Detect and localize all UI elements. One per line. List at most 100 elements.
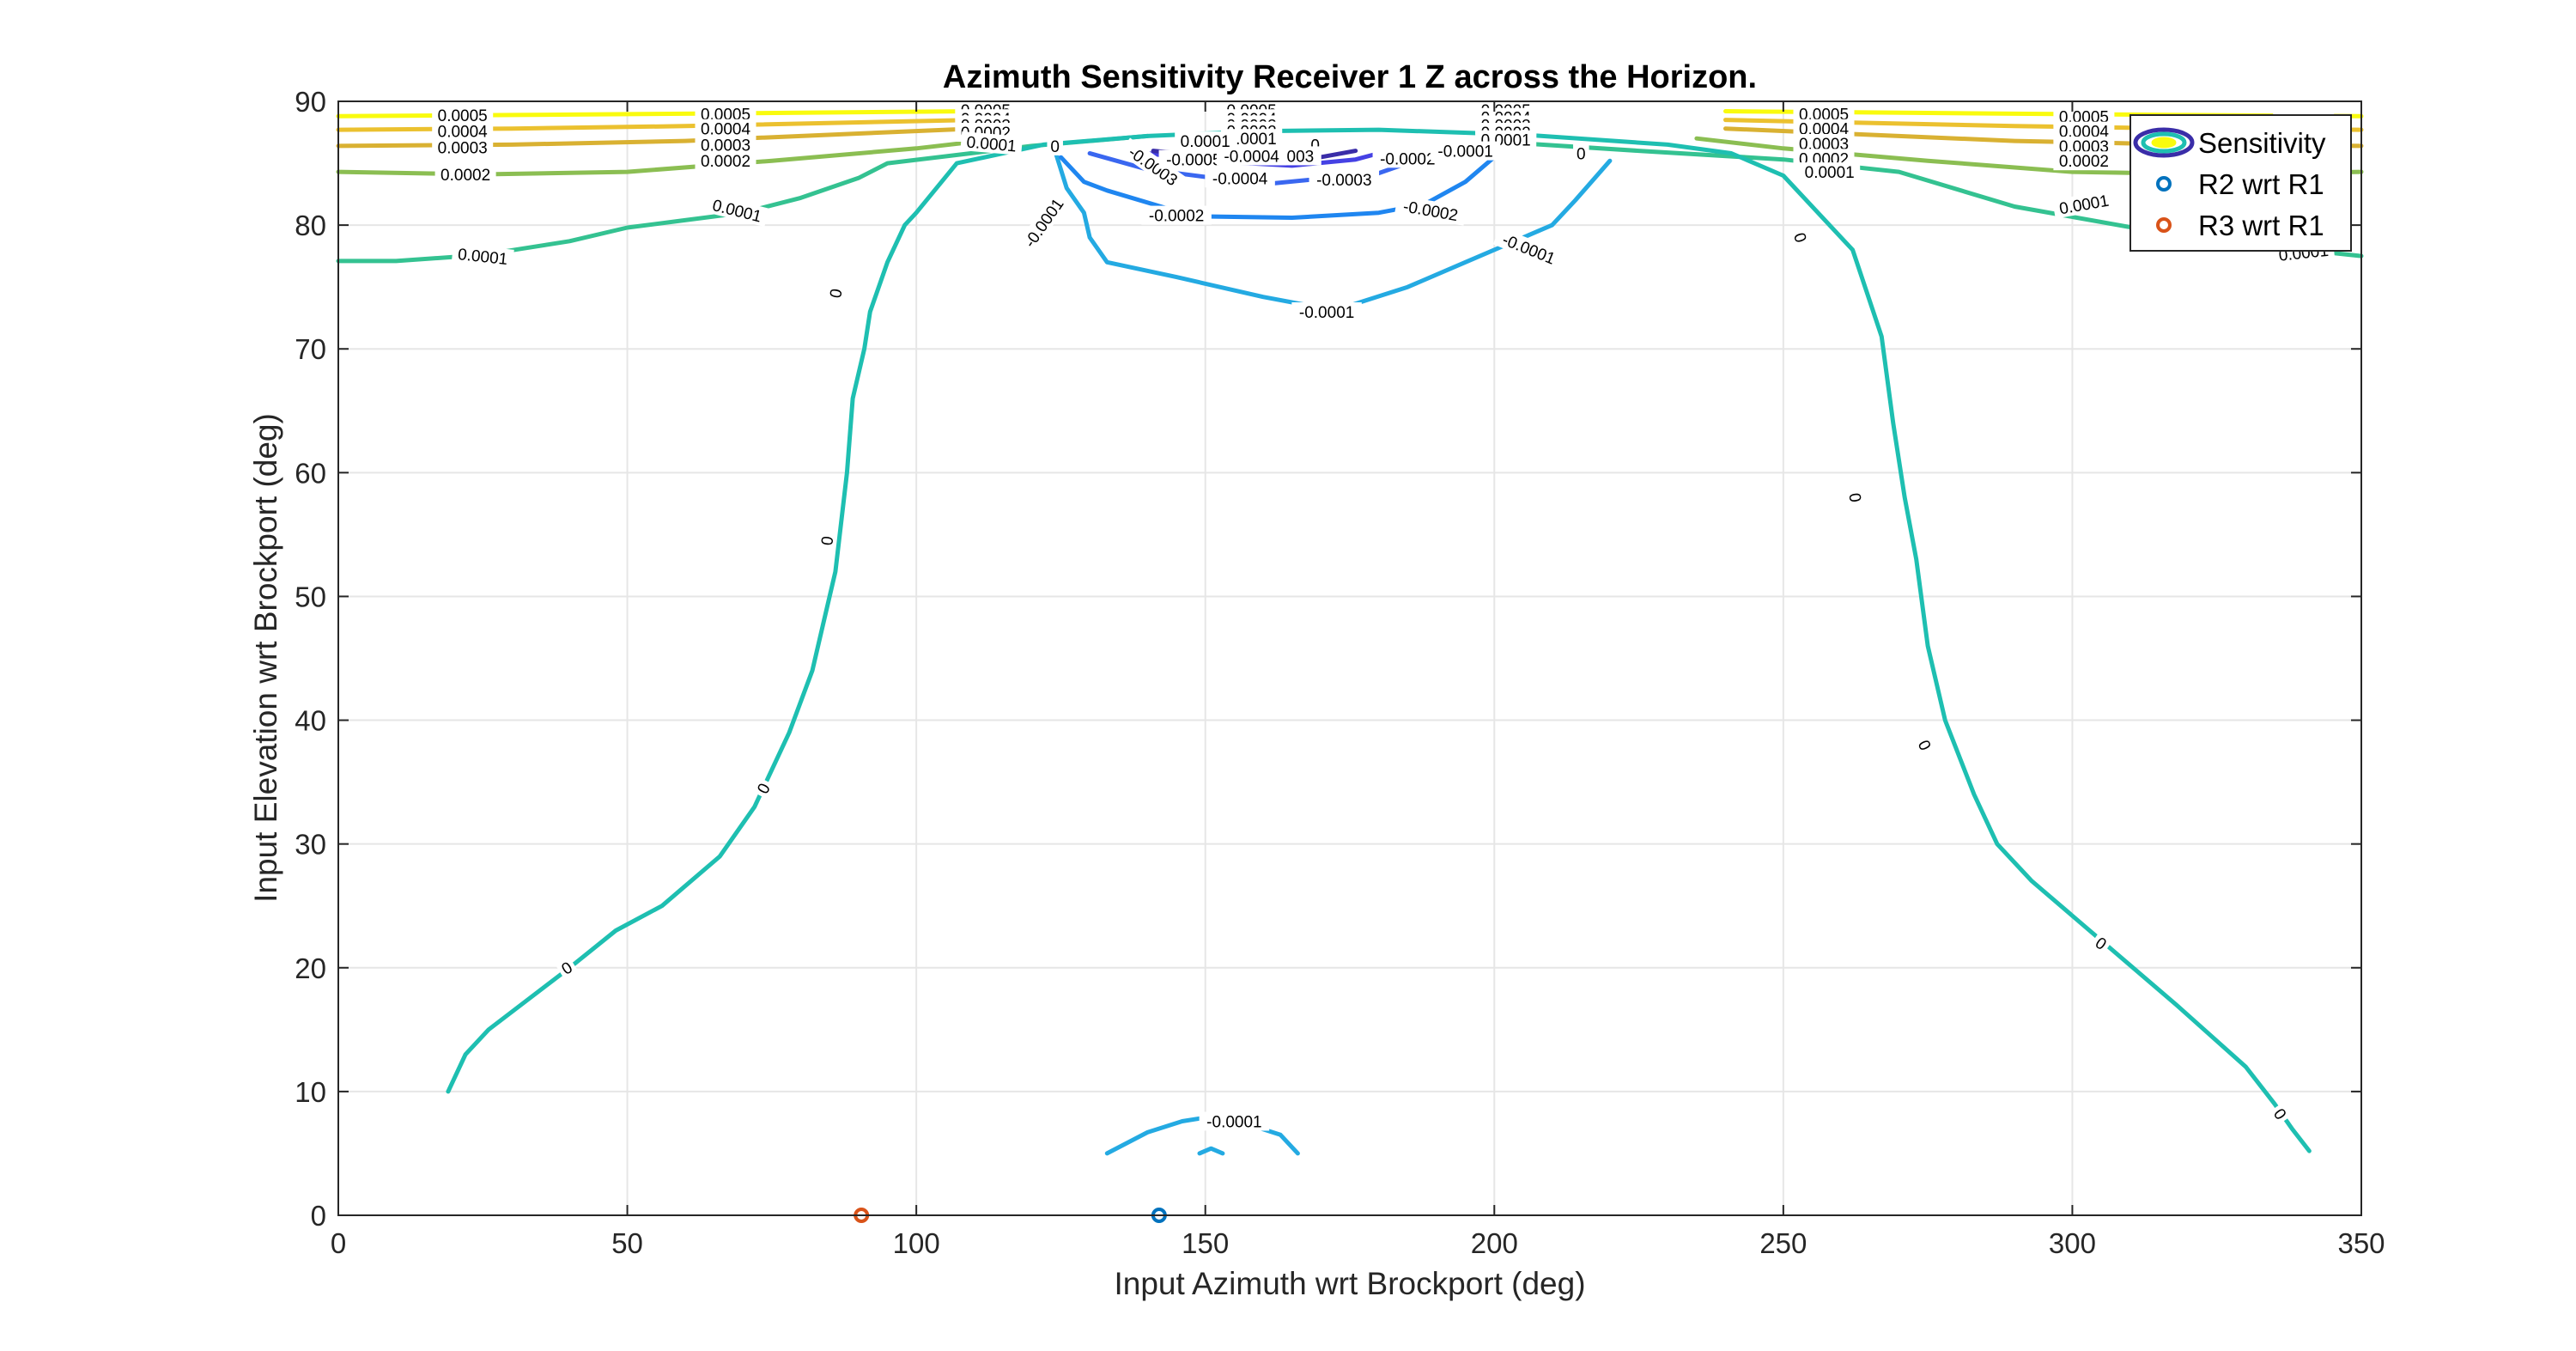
contour-label-background	[750, 776, 775, 800]
contour-label-background	[695, 151, 756, 171]
contour-label: 0	[1912, 733, 1937, 757]
contour-label-background	[2053, 121, 2115, 141]
contour-label-text: 0.0001	[1181, 133, 1230, 151]
contour-line	[336, 118, 976, 132]
contour-label: 0.0001	[1799, 162, 1861, 182]
contour-label-background	[960, 131, 1024, 156]
contour-label-background	[1015, 188, 1072, 257]
x-axis-label: Input Azimuth wrt Brockport (deg)	[1114, 1266, 1585, 1301]
contour-label-text: 0.0004	[701, 121, 751, 139]
y-tick-label: 40	[295, 705, 326, 737]
x-tick-label: 100	[893, 1227, 940, 1259]
contour-label: 0.0001	[960, 131, 1024, 156]
contour-label: 0.0004	[432, 121, 494, 142]
contour-label: -0.0001	[1430, 141, 1501, 161]
contour-label-background	[1492, 227, 1565, 271]
axes-box	[337, 100, 2362, 1216]
contour-label-text: 0.0003	[701, 137, 750, 155]
contour-label: 0.0002	[434, 165, 496, 185]
contour-label: 0	[1047, 136, 1063, 156]
contour-label-text: 0	[827, 288, 847, 300]
y-axis-label: Input Elevation wrt Brockport (deg)	[248, 413, 283, 903]
contour-label-background	[1394, 194, 1467, 226]
legend-label-sensitivity: Sensitivity	[2198, 127, 2326, 159]
contour-label-text: 0	[1310, 137, 1320, 155]
contour-label-background	[705, 193, 769, 228]
contour-label-background	[1175, 131, 1236, 151]
grid-lines	[338, 101, 2361, 1215]
contour-label-background	[695, 104, 756, 124]
x-tick-label: 150	[1182, 1227, 1229, 1259]
x-tick-label: 250	[1759, 1227, 1807, 1259]
contour-label-background	[432, 121, 494, 141]
legend-marker-r3	[2156, 217, 2172, 233]
contour-label-text: -0.0005	[1166, 152, 1221, 170]
contour-label: 0	[824, 283, 847, 303]
contour-label: 0	[1789, 227, 1813, 248]
contour-label: 0	[750, 776, 775, 800]
chart-title: Azimuth Sensitivity Receiver 1 Z across …	[943, 59, 1757, 95]
contour-label-text: 0	[818, 535, 837, 546]
x-tick-label: 50	[611, 1227, 643, 1259]
contour-label: 0.0004	[695, 119, 756, 139]
contour-label: 0.0003	[695, 135, 756, 155]
contour-label-background	[695, 135, 756, 155]
contour-label-text: 0	[1577, 146, 1586, 164]
contour-label: 0.0005	[432, 105, 494, 125]
contour-line	[1053, 149, 1613, 308]
contour-label: 0.0001	[1175, 131, 1236, 151]
legend-label-r2: R2 wrt R1	[2198, 168, 2324, 200]
contour-label-background	[1047, 136, 1063, 155]
contour-label-background	[695, 119, 756, 138]
contour-line	[336, 109, 976, 119]
contour-label-background	[434, 165, 496, 184]
contour-label-text: -0.0001	[1206, 1114, 1261, 1132]
contour-label-background	[1291, 302, 1362, 321]
contour-label: 0.0003	[432, 137, 494, 157]
contour-label-text: 0.0004	[438, 124, 489, 142]
contour-label-background	[1199, 1111, 1270, 1131]
contour-label-text: -0.0004	[1224, 148, 1279, 166]
contour-label-background	[2052, 189, 2116, 219]
y-tick-label: 30	[295, 829, 326, 861]
contour-label-text: 0.0001	[966, 134, 1018, 156]
contour-label-text: 0.0002	[701, 153, 750, 171]
contour-label-background	[1216, 146, 1287, 166]
legend-label-r3: R3 wrt R1	[2198, 210, 2324, 241]
contour-label-text: -0.0001	[1437, 143, 1492, 161]
contour-label-text: 0.0005	[438, 107, 488, 125]
contour-label: 0	[555, 955, 579, 981]
y-tick-label: 20	[295, 952, 326, 984]
contour-line	[336, 126, 976, 149]
contour-label-text: 0.0001	[1805, 164, 1855, 182]
contour-label-text: 0.0003	[438, 139, 488, 157]
contour-labels: 0.00050.00040.00030.00020.00010.00050.00…	[432, 100, 2336, 1132]
contour-label-text: 0.0001	[1227, 131, 1277, 149]
contour-label-background	[1789, 227, 1813, 248]
contour-label: 0	[1844, 488, 1867, 507]
contour-label-background	[1912, 733, 1937, 757]
contour-label-background	[824, 283, 847, 303]
contour-label-background	[2089, 930, 2113, 956]
contour-label: 0	[2089, 930, 2113, 956]
contour-label-text: 0	[1844, 492, 1863, 503]
contour-label-background	[1119, 137, 1188, 194]
axes-background	[338, 101, 2361, 1215]
x-tick-label: 200	[1471, 1227, 1518, 1259]
contour-label-text: 0	[1050, 138, 1060, 156]
contour-label: 0	[2268, 1101, 2293, 1126]
contour-label-background	[1430, 141, 1501, 161]
contour-label: -0.0005	[1158, 149, 1230, 170]
contour-line	[1197, 1146, 1225, 1156]
contour-label: -0.0004	[1216, 146, 1287, 166]
contour-label-background	[1793, 119, 1855, 138]
x-tick-label: 300	[2049, 1227, 2096, 1259]
contour-label-background	[1309, 169, 1380, 189]
legend-sensitivity-icon	[2133, 127, 2195, 158]
contour-label-background	[1844, 488, 1867, 507]
contour-label-background	[1158, 149, 1230, 169]
contour-label: 0	[816, 531, 837, 551]
y-tick-label: 90	[295, 86, 326, 118]
contour-label: 0.0001	[1221, 129, 1283, 149]
